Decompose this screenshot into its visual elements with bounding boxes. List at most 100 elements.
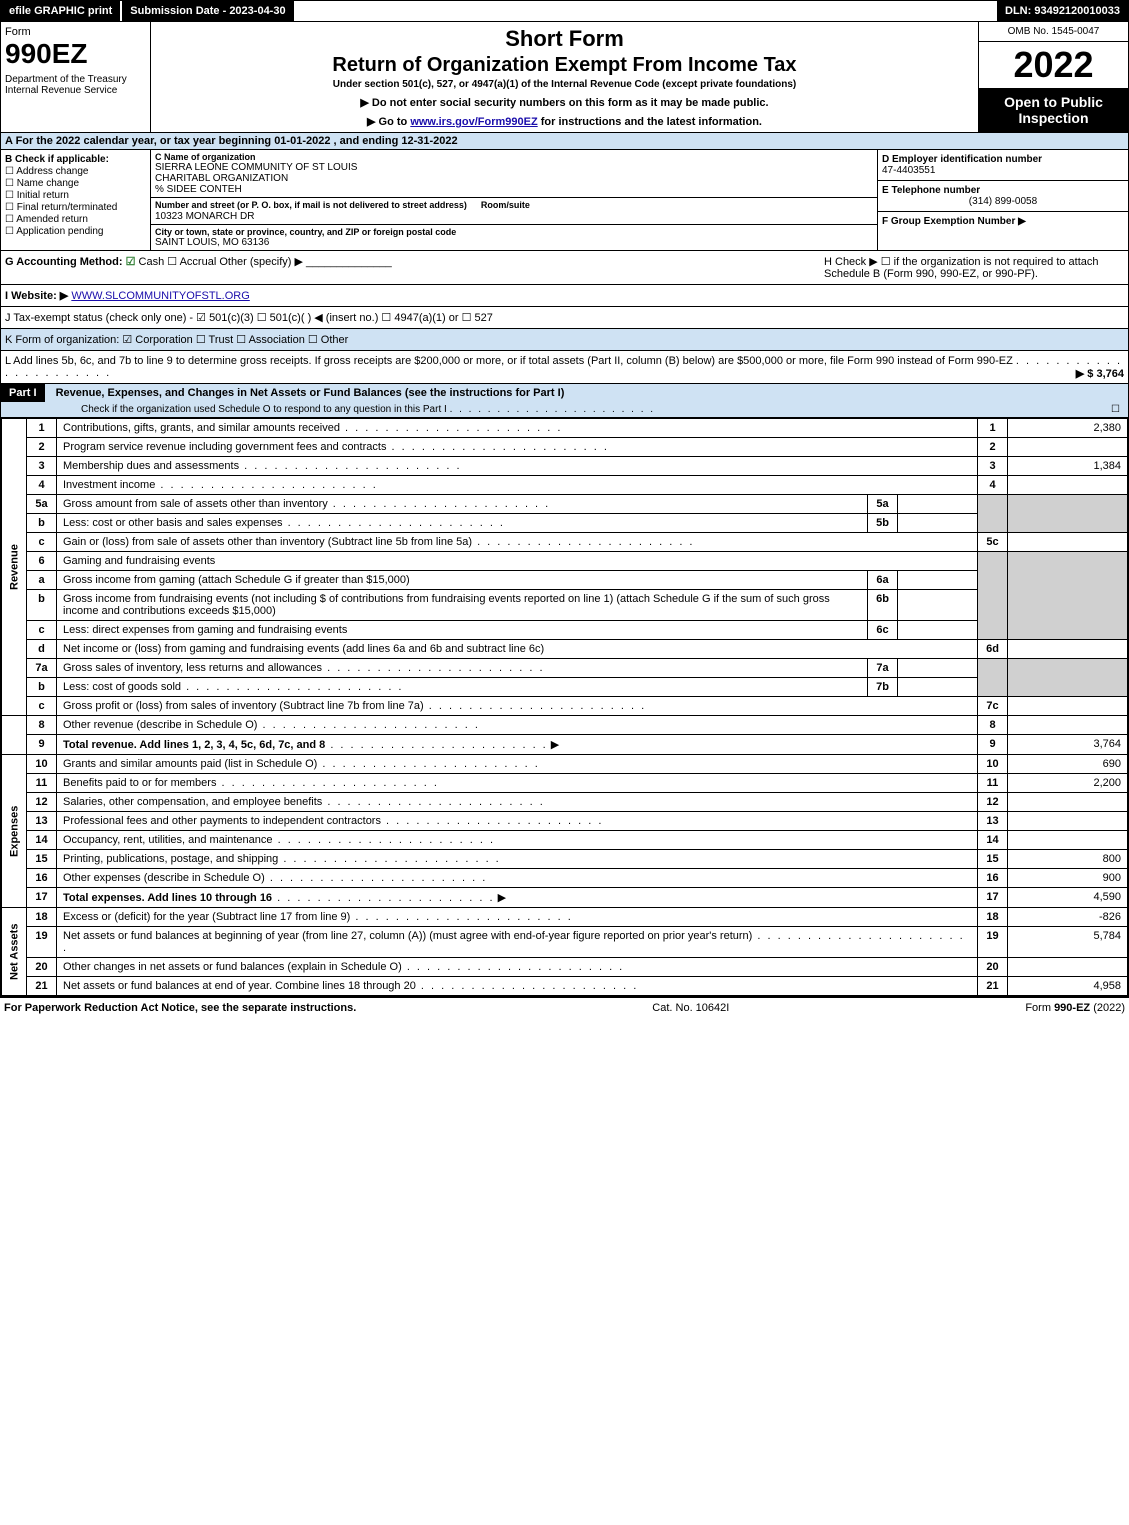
no-ssn-note: ▶ Do not enter social security numbers o…: [159, 96, 970, 109]
cb-address-change[interactable]: Address change: [5, 166, 146, 177]
line-a-tax-year: A For the 2022 calendar year, or tax yea…: [1, 133, 1128, 150]
line-l: L Add lines 5b, 6c, and 7b to line 9 to …: [1, 351, 1128, 384]
check-o-box[interactable]: ☐: [1111, 404, 1120, 415]
cb-application-pending[interactable]: Application pending: [5, 226, 146, 237]
line-desc: Net assets or fund balances at beginning…: [63, 930, 752, 942]
line-amount: [1008, 438, 1128, 457]
line-code: 3: [978, 457, 1008, 476]
line-amount: [1008, 793, 1128, 812]
line-desc: Contributions, gifts, grants, and simila…: [63, 422, 340, 434]
line-amount: 3,764: [1008, 735, 1128, 755]
table-row: b Gross income from fundraising events (…: [2, 590, 1128, 621]
table-row: 20 Other changes in net assets or fund b…: [2, 958, 1128, 977]
line-code: 8: [978, 716, 1008, 735]
line-amount: 5,784: [1008, 927, 1128, 958]
cb-cash[interactable]: Cash: [126, 256, 165, 268]
line-num: 20: [27, 958, 57, 977]
table-row: 4 Investment income 4: [2, 476, 1128, 495]
section-b: B Check if applicable: Address change Na…: [1, 150, 151, 250]
line-desc: Occupancy, rent, utilities, and maintena…: [63, 834, 273, 846]
line-amount: 1,384: [1008, 457, 1128, 476]
line-code: 1: [978, 419, 1008, 438]
grey-cell: [978, 495, 1008, 533]
dots-icon: [381, 815, 603, 827]
phone-label: E Telephone number: [882, 185, 1124, 196]
line-desc: Gross income from gaming (attach Schedul…: [57, 571, 868, 590]
group-label: F Group Exemption Number ▶: [882, 216, 1026, 227]
line-desc: Less: cost or other basis and sales expe…: [63, 517, 283, 529]
part1-check-o: Check if the organization used Schedule …: [1, 402, 1128, 417]
phone-value: (314) 899-0058: [882, 196, 1124, 207]
line-code: 10: [978, 755, 1008, 774]
header-title-block: Short Form Return of Organization Exempt…: [151, 22, 978, 132]
line-amount: [1008, 476, 1128, 495]
cb-amended-return[interactable]: Amended return: [5, 214, 146, 225]
line-amount: [1008, 831, 1128, 850]
grey-cell: [978, 552, 1008, 640]
line-amount: 690: [1008, 755, 1128, 774]
subtitle: Under section 501(c), 527, or 4947(a)(1)…: [159, 79, 970, 90]
cb-name-change[interactable]: Name change: [5, 178, 146, 189]
line-desc: Net income or (loss) from gaming and fun…: [57, 640, 978, 659]
expenses-section-label: Expenses: [2, 755, 27, 908]
street-label: Number and street (or P. O. box, if mail…: [155, 200, 467, 210]
table-row: 3 Membership dues and assessments 3 1,38…: [2, 457, 1128, 476]
sub-code: 5b: [868, 514, 898, 533]
line-num: b: [27, 678, 57, 697]
line-desc: Gross income from fundraising events (no…: [57, 590, 868, 621]
line-code: 13: [978, 812, 1008, 831]
grey-cell: [978, 659, 1008, 697]
line-desc: Program service revenue including govern…: [63, 441, 386, 453]
table-row: 12 Salaries, other compensation, and emp…: [2, 793, 1128, 812]
sub-code: 5a: [868, 495, 898, 514]
line-g-h: G Accounting Method: Cash Accrual Other …: [1, 251, 1128, 285]
line-code: 21: [978, 977, 1008, 996]
line-num: b: [27, 590, 57, 621]
line-code: 14: [978, 831, 1008, 850]
table-row: Revenue 1 Contributions, gifts, grants, …: [2, 419, 1128, 438]
sub-code: 7b: [868, 678, 898, 697]
table-row: b Less: cost of goods sold 7b: [2, 678, 1128, 697]
irs-link[interactable]: www.irs.gov/Form990EZ: [410, 116, 537, 128]
ein-label: D Employer identification number: [882, 154, 1124, 165]
dots-icon: [402, 961, 624, 973]
phone-row: E Telephone number (314) 899-0058: [878, 181, 1128, 212]
org-name-2: CHARITABL ORGANIZATION: [155, 173, 873, 184]
line-amount: [1008, 533, 1128, 552]
submission-date-button[interactable]: Submission Date - 2023-04-30: [122, 1, 295, 21]
table-row: a Gross income from gaming (attach Sched…: [2, 571, 1128, 590]
sub-value: [898, 621, 978, 640]
cb-accrual[interactable]: Accrual: [167, 256, 216, 268]
table-row: 5a Gross amount from sale of assets othe…: [2, 495, 1128, 514]
dots-icon: [350, 911, 572, 923]
table-row: c Less: direct expenses from gaming and …: [2, 621, 1128, 640]
dots-icon: [257, 719, 479, 731]
line-amount: [1008, 812, 1128, 831]
table-row: 15 Printing, publications, postage, and …: [2, 850, 1128, 869]
form-header: Form 990EZ Department of the Treasury In…: [1, 22, 1128, 133]
dots-icon: [386, 441, 608, 453]
paperwork-notice: For Paperwork Reduction Act Notice, see …: [4, 1002, 356, 1014]
cb-final-return[interactable]: Final return/terminated: [5, 202, 146, 213]
line-code: 20: [978, 958, 1008, 977]
line-code: 5c: [978, 533, 1008, 552]
table-row: d Net income or (loss) from gaming and f…: [2, 640, 1128, 659]
dots-icon: [283, 517, 505, 529]
line-code: 18: [978, 908, 1008, 927]
line-desc: Total expenses. Add lines 10 through 16: [63, 892, 272, 904]
line-l-text: L Add lines 5b, 6c, and 7b to line 9 to …: [5, 355, 1013, 367]
line-num: 13: [27, 812, 57, 831]
website-link[interactable]: WWW.SLCOMMUNITYOFSTL.ORG: [71, 290, 249, 302]
line-num: b: [27, 514, 57, 533]
efile-print-button[interactable]: efile GRAPHIC print: [1, 1, 122, 21]
dots-icon: [416, 980, 638, 992]
line-desc: Net assets or fund balances at end of ye…: [63, 980, 416, 992]
line-desc: Total revenue. Add lines 1, 2, 3, 4, 5c,…: [63, 739, 325, 751]
line-code: 6d: [978, 640, 1008, 659]
city-label: City or town, state or province, country…: [155, 227, 873, 237]
ein-value: 47-4403551: [882, 165, 1124, 176]
line-desc: Gross amount from sale of assets other t…: [63, 498, 328, 510]
cb-initial-return[interactable]: Initial return: [5, 190, 146, 201]
sub-value: [898, 678, 978, 697]
table-row: Net Assets 18 Excess or (deficit) for th…: [2, 908, 1128, 927]
